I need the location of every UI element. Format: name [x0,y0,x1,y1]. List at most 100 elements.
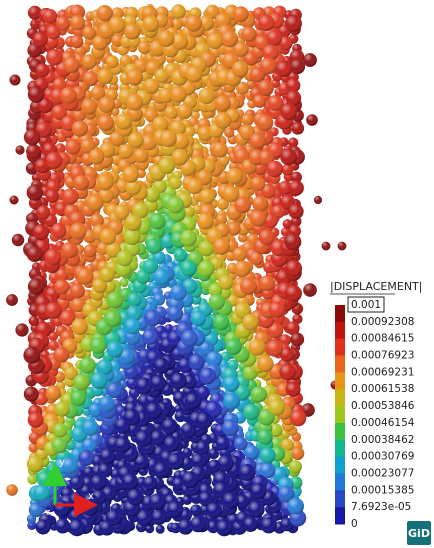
particle-shade [61,242,78,259]
particle-shade [27,246,43,262]
particle-shade [169,177,182,190]
particle-shade [144,78,160,94]
particle-shade [167,453,184,470]
particle-shade [221,30,238,47]
particle-shade [60,87,77,104]
particle-shade [209,294,225,310]
particle-shade [124,23,140,39]
particle-shade [218,275,233,290]
particle-shade [177,104,193,120]
legend-label: 0.00030769 [351,451,414,463]
particle-shade [73,175,89,191]
particle-shade [28,278,45,295]
particle-shade [149,493,166,510]
particle-shade [170,86,186,102]
particle-shade [280,148,297,165]
particle-shade [24,387,39,402]
particle-shade [170,373,187,390]
particle-shade [97,174,114,191]
particle-shade [290,59,305,74]
particle-shade [242,314,259,331]
particle-shade [106,292,123,309]
particle-shade [15,145,24,154]
particle-shade [285,285,302,302]
particle-shade [248,501,265,518]
particle-shade [65,139,80,154]
particle-shade [127,489,144,506]
particle-shade [216,520,232,536]
particle-shade [150,375,166,391]
particle-shade [181,330,198,347]
particle-shade [290,333,304,347]
particle-shade [162,418,178,434]
particle-shade [45,189,59,203]
particle-shade [82,26,96,40]
particle-shade [227,168,243,184]
particle-shade [213,238,230,255]
particle-shade [189,354,205,370]
particle-shade [167,306,183,322]
particle-shade [70,223,87,240]
particle-shade [33,485,50,502]
particle-shade [260,447,276,463]
legend-band [335,406,345,423]
legend-band [335,322,345,339]
particle-shade [257,356,273,372]
particle-shade [6,484,18,496]
particle-shade [143,16,159,32]
particle-shade [27,456,44,473]
particle-shade [170,284,187,301]
particle-shade [27,184,43,200]
particle-shade [171,33,188,50]
particle-shade [261,517,277,533]
particle-shade [46,385,61,400]
particle-shade [225,339,241,355]
particle-shade [70,283,85,298]
particle-shade [12,234,24,246]
particle-shade [233,6,249,22]
particle-shade [196,412,213,429]
particle-shade [198,260,215,277]
particle-shade [97,115,114,132]
legend-band [335,507,345,524]
particle-shade [291,447,304,460]
particle-shade [127,292,141,306]
scene: |DISPLACEMENT| 0.0010.000923080.00084615… [0,0,434,548]
particle-shade [190,516,206,532]
legend-label: 0.00038462 [351,434,414,446]
particle-shade [106,510,122,526]
legend-band [335,372,345,389]
particle-shade [36,205,50,219]
legend-label: 0.00069231 [351,366,414,378]
particle-shade [253,94,266,107]
particle-shade [252,196,268,212]
particle-shade [53,423,68,438]
particle-shade [239,464,256,481]
legend-label: 7.6923e-05 [351,501,411,513]
particle-shade [87,194,104,211]
particle-shade [83,71,98,86]
particle-shade [258,15,274,31]
particle-shade [290,410,307,427]
particle-shade [70,35,83,48]
particle-shade [46,152,63,169]
particle-shade [232,247,246,261]
legend-band [335,440,345,457]
particle-shade [62,188,78,204]
particles [6,4,346,536]
particle-shade [200,368,217,385]
particle-shade [116,113,133,130]
particle-shade [213,314,229,330]
particle-shade [249,133,266,150]
particle-shade [126,94,143,111]
legend-label: 0.00061538 [351,383,414,395]
particle-shade [212,142,228,158]
particle-shade [122,474,138,490]
particle-shade [138,41,151,54]
legend-band [335,389,345,406]
particle-shade [124,318,140,334]
particle-shade [28,86,45,103]
logo: GiD [408,527,430,540]
particle-shade [90,475,106,491]
particle-shade [136,378,152,394]
